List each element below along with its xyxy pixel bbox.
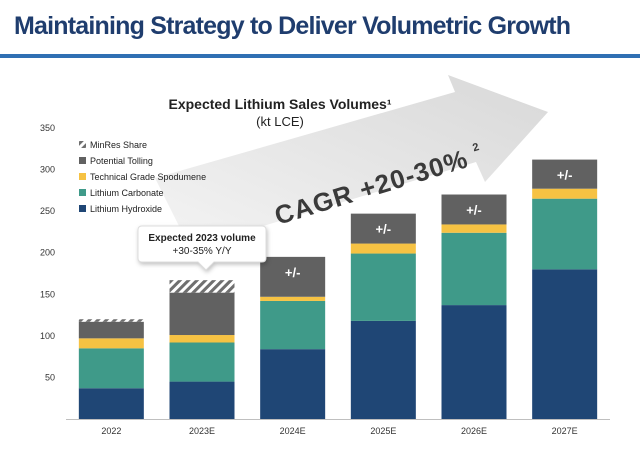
- bar-segment: [350, 320, 416, 419]
- bar-segment: [169, 292, 235, 336]
- bar-segment: [169, 280, 235, 293]
- x-tick-label: 2024E: [280, 426, 306, 436]
- chart-title: Expected Lithium Sales Volumes¹: [168, 96, 391, 112]
- x-tick-label: 2023E: [189, 426, 215, 436]
- y-tick-label: 150: [40, 289, 55, 299]
- bar-segment: [260, 256, 326, 297]
- bar-segment: [169, 342, 235, 382]
- bar-annotation: +/-: [285, 265, 301, 280]
- x-tick-label: 2027E: [552, 426, 578, 436]
- bar-segment: [260, 349, 326, 419]
- bar-annotation: +/-: [466, 203, 482, 218]
- bar-segment: [441, 194, 507, 225]
- slide-title: Maintaining Strategy to Deliver Volumetr…: [14, 12, 571, 40]
- legend-label: MinRes Share: [90, 140, 147, 150]
- bar-annotations: +/- +/- +/- +/-: [285, 168, 573, 280]
- bar-segment: [532, 198, 598, 270]
- x-tick-label: 2025E: [370, 426, 396, 436]
- bar-segment: [350, 253, 416, 321]
- bar-segment: [78, 388, 144, 419]
- y-axis: 50 100 150 200 250 300 350: [40, 123, 55, 382]
- legend-swatch: [79, 173, 86, 180]
- x-tick-label: 2022: [101, 426, 121, 436]
- y-tick-label: 200: [40, 248, 55, 258]
- legend-swatch: [79, 157, 86, 164]
- bar-annotation: +/-: [376, 222, 392, 237]
- bars: [78, 159, 598, 419]
- growth-arrow: [155, 75, 548, 248]
- bar-segment: [260, 296, 326, 301]
- y-tick-label: 250: [40, 206, 55, 216]
- legend-swatch: [79, 189, 86, 196]
- callout-line-2: +30-35% Y/Y: [172, 246, 231, 257]
- legend-label: Technical Grade Spodumene: [90, 172, 206, 182]
- bar-segment: [441, 232, 507, 306]
- bar-segment: [169, 381, 235, 419]
- x-axis: 2022 2023E 2024E 2025E 2026E 2027E: [66, 419, 610, 436]
- bar-segment: [532, 269, 598, 419]
- bar-segment: [532, 188, 598, 199]
- y-tick-label: 50: [45, 372, 55, 382]
- legend: MinRes Share Potential Tolling Technical G…: [79, 140, 206, 214]
- legend-swatch: [79, 141, 86, 148]
- y-tick-label: 100: [40, 331, 55, 341]
- legend-label: Lithium Carbonate: [90, 188, 164, 198]
- bar-annotation: +/-: [557, 168, 573, 183]
- y-tick-label: 350: [40, 123, 55, 133]
- cagr-superscript: 2: [471, 141, 481, 155]
- callout-bubble: Expected 2023 volume +30-35% Y/Y: [137, 225, 267, 271]
- bar-segment: [441, 224, 507, 233]
- bar-segment: [441, 305, 507, 419]
- bar-segment: [78, 319, 144, 322]
- bar-segment: [78, 348, 144, 389]
- bar-segment: [78, 338, 144, 349]
- bar-segment: [260, 300, 326, 350]
- legend-swatch: [79, 205, 86, 212]
- bar-segment: [532, 159, 598, 189]
- bar-segment: [350, 213, 416, 244]
- callout-line-1: Expected 2023 volume: [148, 233, 256, 244]
- legend-label: Potential Tolling: [90, 156, 153, 166]
- bar-segment: [169, 335, 235, 343]
- x-tick-label: 2026E: [461, 426, 487, 436]
- y-tick-label: 300: [40, 165, 55, 175]
- title-underline: [0, 54, 640, 58]
- legend-label: Lithium Hydroxide: [90, 204, 162, 214]
- bar-segment: [350, 243, 416, 254]
- chart-subtitle: (kt LCE): [256, 114, 304, 129]
- bar-segment: [78, 321, 144, 339]
